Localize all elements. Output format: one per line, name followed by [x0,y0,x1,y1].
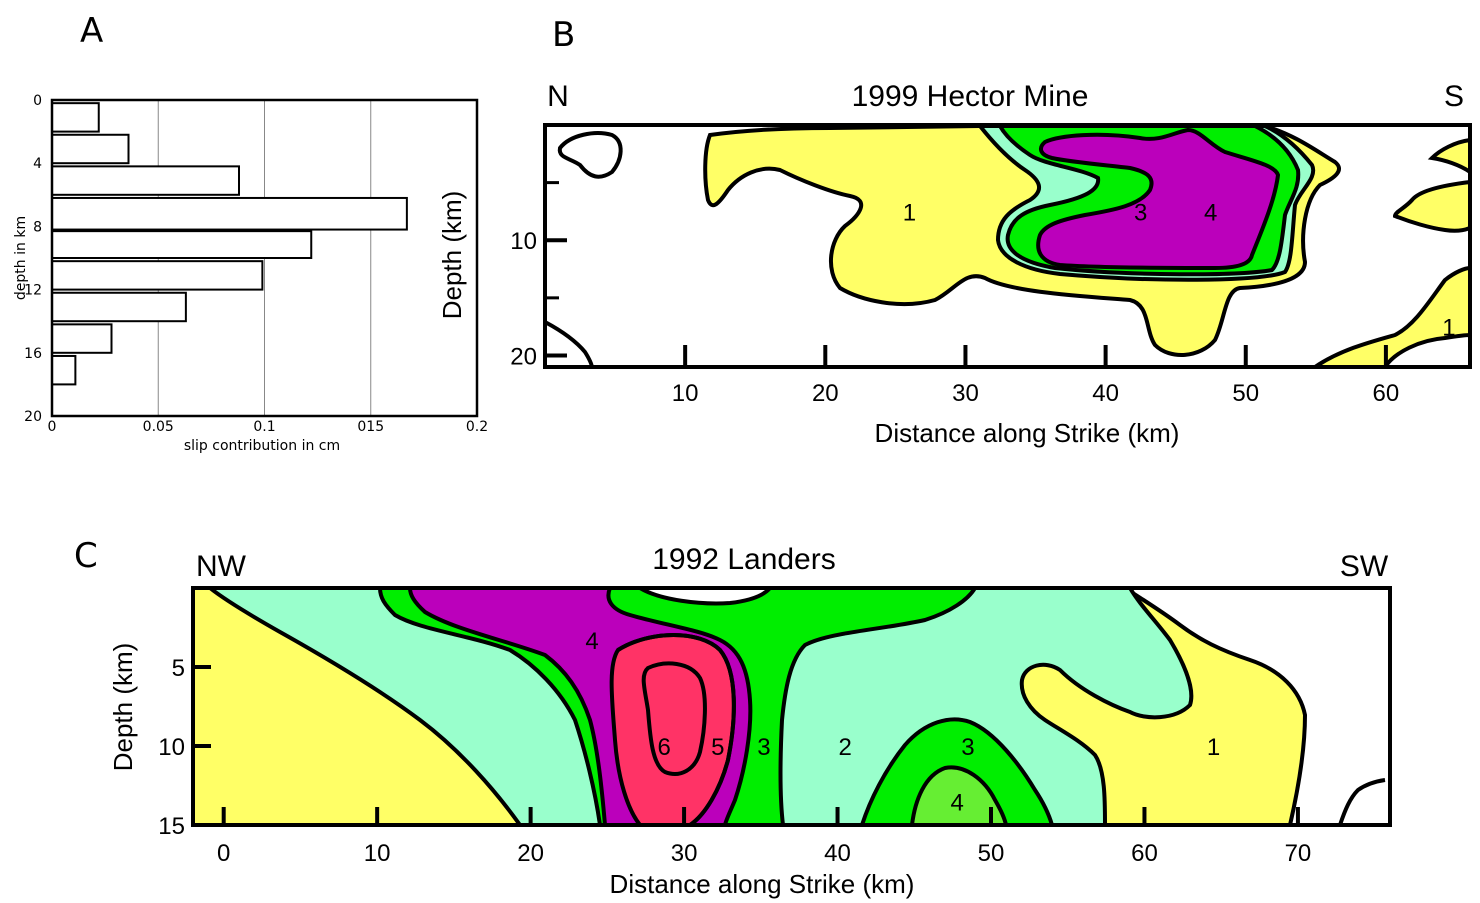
panel-c-y-tick-label: 15 [158,813,185,840]
panel-b-left-direction: N [547,80,569,113]
panel-a-bar [51,291,187,323]
panel-c-y-tick-label: 5 [172,655,185,682]
panel-a-y-axis-label: depth in km [13,216,29,300]
panel-a-bar [51,196,408,231]
panel-b-x-tick-label: 40 [1092,380,1119,407]
panel-b-y-axis-label: Depth (km) [437,191,467,320]
panel-b-right-direction: S [1444,80,1464,113]
panel-c-contour-level-4-lower [909,765,1009,825]
panel-c-left-direction: NW [196,550,247,583]
panel-b-x-tick-label: 20 [812,380,839,407]
panel-a-x-tick-label: 015 [357,419,384,435]
panel-a-bar [51,260,264,291]
panel-c-x-tick-label: 10 [364,840,391,867]
panel-b-frame [543,123,1472,369]
panel-c-y-tick-label: 10 [158,734,185,761]
panel-c-contour-label: 1 [1207,734,1220,761]
panel-b-contour-labels: 1 3 4 1 [903,199,1456,341]
panel-b-contour-label: 1 [1442,315,1455,342]
panel-b-y-ticks: 10 20 [510,181,567,370]
panel-a-bar [51,133,130,165]
panel-b-bottom-left-contour [545,320,594,367]
panel-c-x-tick-label: 50 [978,840,1005,867]
panel-c-x-tick-label: 40 [824,840,851,867]
panel-b-contour-label: 1 [903,199,916,226]
panel-a-chart: 0 4 8 12 16 20 0 0.05 0.1 015 0.2 slip contributi… [13,93,488,454]
panel-c-title: 1992 Landers [652,543,836,576]
panel-b-x-tick-label: 60 [1373,380,1400,407]
panel-c-contour-label: 4 [585,628,598,655]
panel-c-contour-labels: 4 6 5 3 2 3 4 1 [585,628,1220,816]
panel-a-y-tick-label: 0 [33,93,42,109]
panel-a-bar [51,323,113,354]
panel-c-frame [191,586,1392,827]
panel-c-x-tick-label: 70 [1285,840,1312,867]
panel-c-contour-level-6-inner [641,661,707,776]
panel-a-x-tick-label: 0 [48,419,57,435]
panel-c-contour-label: 6 [657,734,670,761]
panel-b-y-tick-label: 10 [510,228,537,255]
panel-b-y-tick-label: 20 [510,343,537,370]
panel-a-bar [51,102,100,133]
panel-b-title: 1999 Hector Mine [852,80,1089,113]
panel-b-contour-level-1-right-mid [1392,179,1470,233]
panel-c-x-tick-label: 30 [671,840,698,867]
panel-a-bars [51,102,408,386]
panel-a-y-tick-label: 16 [24,346,42,362]
panel-c-contour-map [193,588,1390,825]
panel-c-contour-label: 3 [961,734,974,761]
panel-c-white-notch-2 [636,588,773,606]
panel-b-letter: B [552,15,575,55]
panel-b-white-island [557,131,623,179]
panel-c-white-right [1121,588,1390,825]
panel-a-bar [51,230,313,259]
panel-c-bottom-right-contour [1338,778,1386,825]
panel-b-x-tick-label: 10 [672,380,699,407]
panel-c-contour-level-5-line [616,633,736,825]
panel-b-contour-level-1-right-top [1427,137,1470,175]
panel-a-letter: A [80,11,103,51]
panel-b-contour-map [545,125,1470,367]
panel-a-y-tick-labels: 0 4 8 12 16 20 [24,93,42,425]
panel-a-x-tick-labels: 0 0.05 0.1 015 0.2 [48,419,489,435]
panel-b-x-ticks: 10 20 30 40 50 60 [672,345,1399,407]
panel-a-y-tick-label: 12 [24,283,42,299]
panel-b-contour-label: 4 [1204,199,1217,226]
panel-b-x-tick-label: 30 [952,380,979,407]
panel-a-bar [51,165,240,196]
panel-a-y-tick-label: 8 [33,219,42,235]
panel-c-x-tick-label: 0 [217,840,230,867]
panel-c-x-axis-label: Distance along Strike (km) [610,869,915,899]
panel-c-contour-label: 5 [711,734,724,761]
panel-c-y-axis-label: Depth (km) [108,643,138,772]
panel-c-x-tick-label: 60 [1131,840,1158,867]
panel-a-x-tick-label: 0.05 [143,419,174,435]
panel-b-x-axis-label: Distance along Strike (km) [875,418,1180,448]
panel-a-x-tick-label: 0.2 [466,419,488,435]
panel-a-y-tick-label: 4 [33,156,42,172]
panel-c-x-ticks: 0 10 20 30 40 50 60 70 [217,807,1311,867]
panel-c-contour-label: 2 [839,734,852,761]
panel-a-frame [50,98,479,418]
panel-c-x-tick-label: 20 [517,840,544,867]
panel-c-contour-label: 4 [951,789,964,816]
panel-c-y-ticks: 5 10 15 [158,655,211,840]
panel-a-x-axis-label: slip contribution in cm [184,438,340,454]
panel-a-x-tick-label: 0.1 [253,419,275,435]
panel-b-contour-level-4 [1036,127,1281,271]
panel-b-contour-label: 3 [1134,199,1147,226]
panel-c-right-direction: SW [1340,550,1389,583]
panel-a-bar [51,354,77,386]
panel-c-letter: C [74,536,98,576]
panel-b-x-tick-label: 50 [1232,380,1259,407]
panel-c-contour-label: 3 [757,734,770,761]
panel-a-y-tick-label: 20 [24,409,42,425]
